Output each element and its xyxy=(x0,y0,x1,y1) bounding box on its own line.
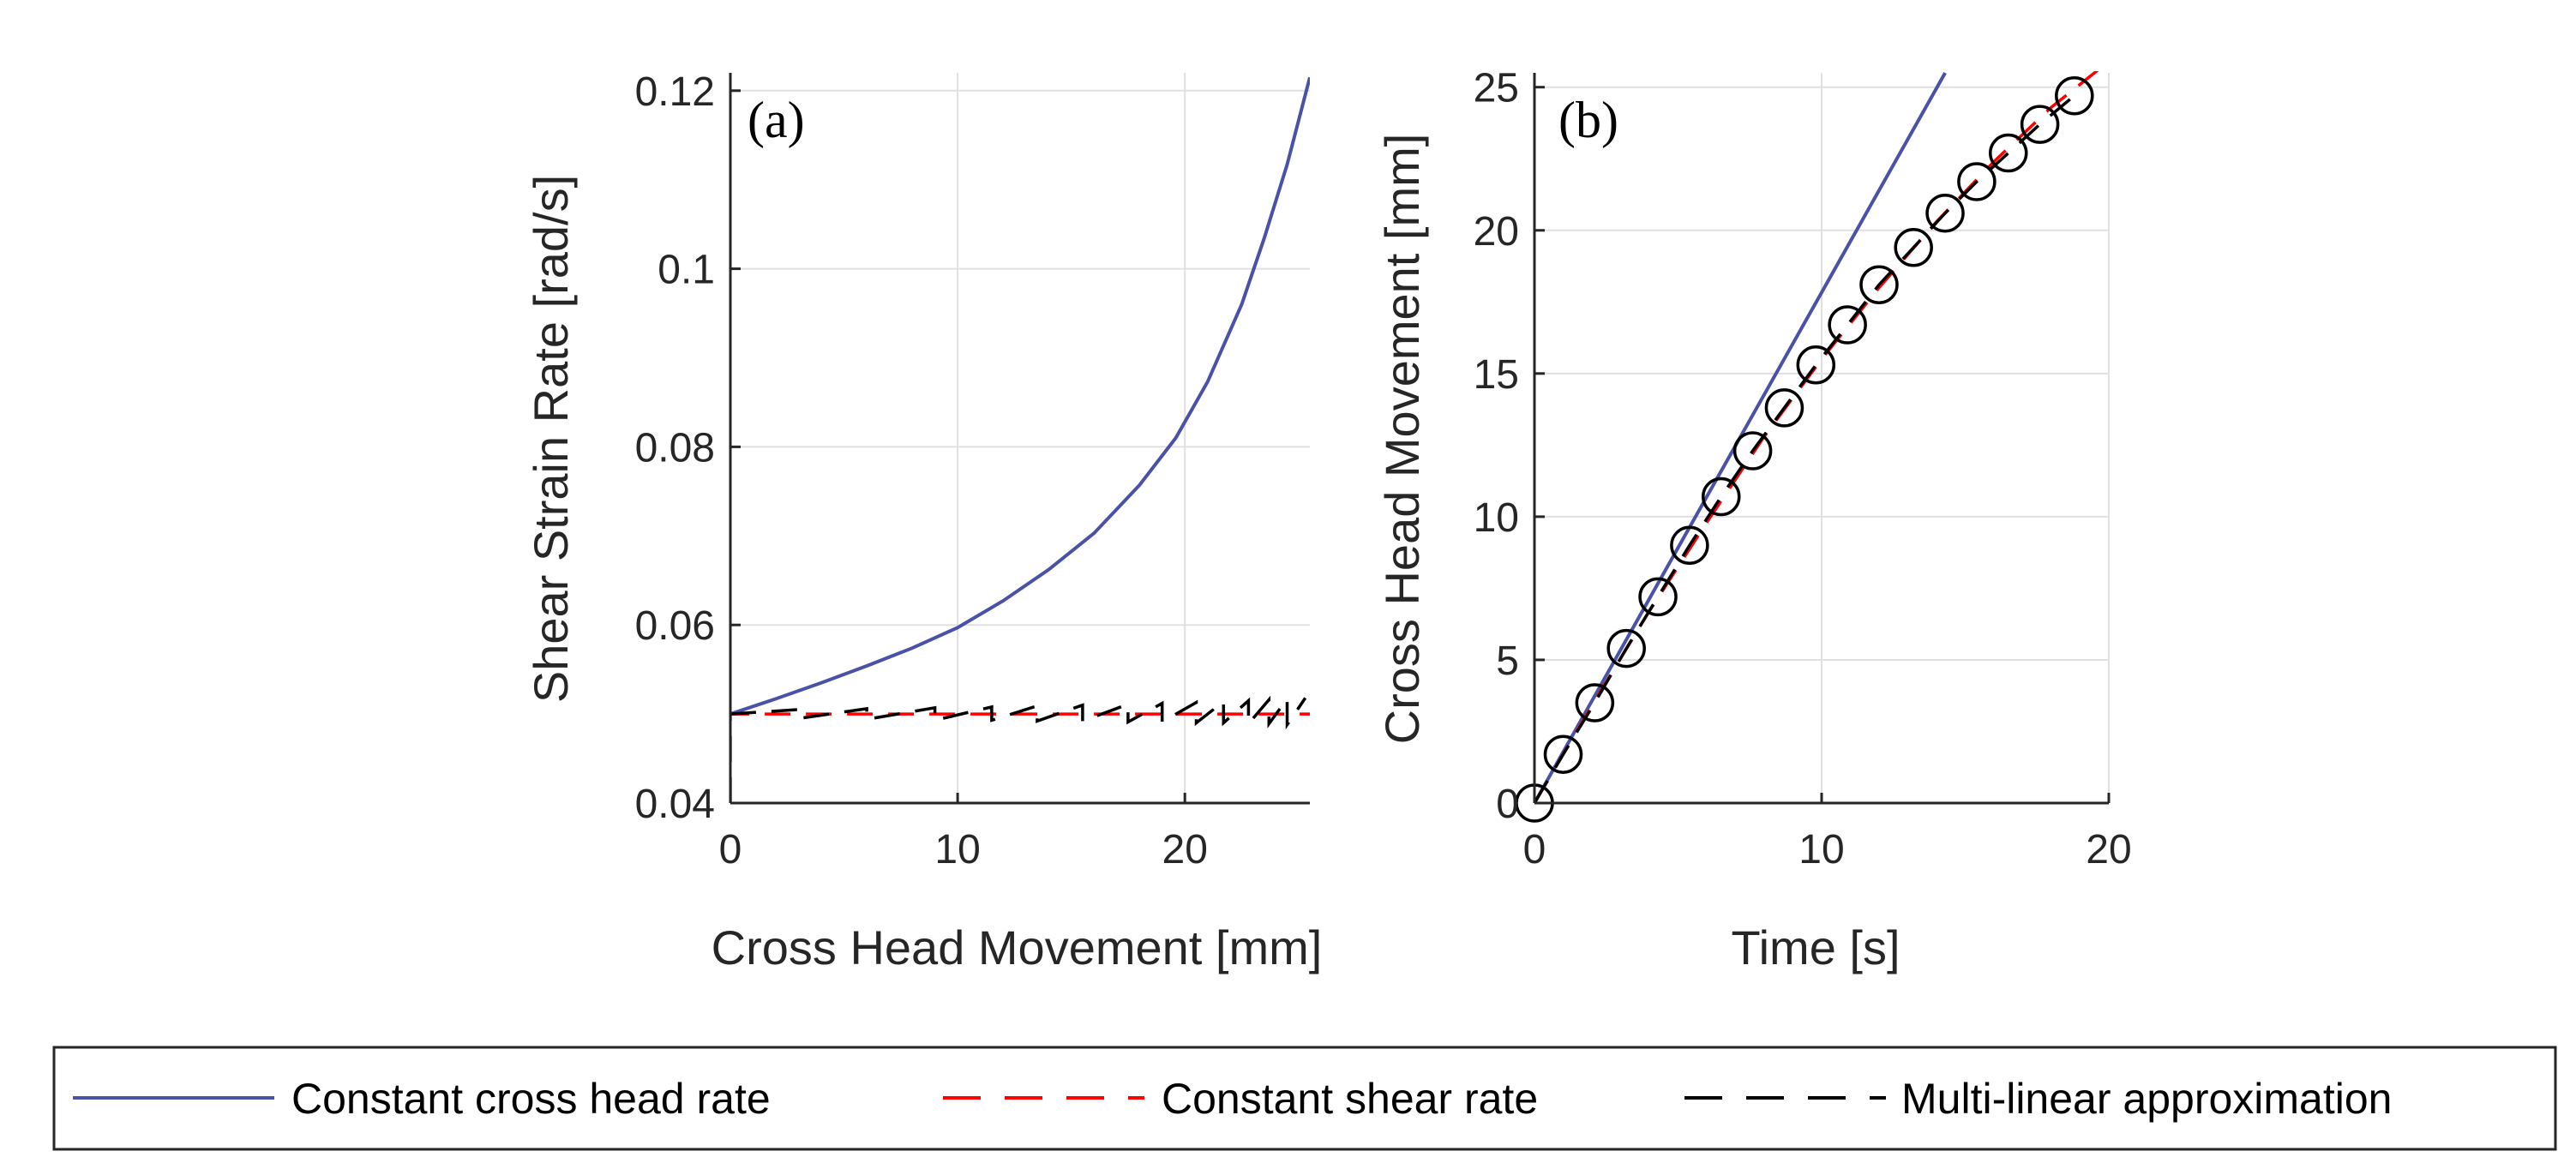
panel-a-x-axis-label: Cross Head Movement [mm] xyxy=(712,920,1323,974)
panel-b-series-multi-linear-line xyxy=(1534,94,2075,804)
panel-b-multi-linear-marker xyxy=(1989,133,2028,173)
panel-b-y-axis-label: Cross Head Movement [mm] xyxy=(1375,134,1429,745)
panel-a-series-multi-linear-line xyxy=(730,694,1307,730)
panel-b-multi-linear-marker xyxy=(1764,388,1804,428)
panel-a-axes xyxy=(729,73,1310,805)
panel-a-y-tick-label: 0.04 xyxy=(635,782,715,827)
panel-b-multi-linear-marker xyxy=(2055,75,2094,116)
panel-b-multi-linear-marker xyxy=(1606,628,1646,668)
panel-b-y-tick-label: 5 xyxy=(1496,638,1519,684)
panel-b-grid xyxy=(1534,73,2110,804)
panel-a-tick-labels: 0 10 20 0.04 0.06 0.08 0.1 0.12 xyxy=(635,69,1208,872)
panel-a-y-tick-label: 0.08 xyxy=(635,425,715,471)
panel-b-multi-linear-marker xyxy=(1796,345,1836,385)
panel-b-x-tick-label: 20 xyxy=(2086,827,2131,872)
panel-a-y-tick-label: 0.06 xyxy=(635,603,715,649)
panel-b-x-tick-label: 0 xyxy=(1523,827,1546,872)
panel-a-x-tick-label: 10 xyxy=(934,827,980,872)
panel-b-multi-linear-marker xyxy=(1957,162,1997,201)
legend-label-constant-cross-head: Constant cross head rate xyxy=(291,1075,771,1123)
panel-b-multi-linear-marker xyxy=(1859,265,1899,304)
panel-b-multi-linear-marker xyxy=(1702,477,1741,517)
panel-a-grid xyxy=(730,73,1310,804)
panel-b-x-tick-label: 10 xyxy=(1798,827,1844,872)
legend-label-constant-shear: Constant shear rate xyxy=(1162,1075,1538,1123)
panel-b-multi-linear-marker xyxy=(1670,525,1709,566)
panel-a-x-tick-label: 20 xyxy=(1162,827,1208,872)
panel-a-series-constant-cross-head-line xyxy=(730,76,1310,716)
panel-b-label: (b) xyxy=(1558,92,1618,148)
panel-b-y-tick-label: 15 xyxy=(1474,352,1519,398)
panel-a-series-constant-shear-line xyxy=(730,712,1310,803)
panel-a-y-tick-label: 0.1 xyxy=(658,248,715,293)
legend-label-multi-linear: Multi-linear approximation xyxy=(1901,1075,2392,1123)
panel-b-x-axis-label: Time [s] xyxy=(1731,920,1900,974)
panel-b-multi-linear-marker xyxy=(1543,734,1583,774)
panel-b-y-tick-label: 20 xyxy=(1474,209,1519,255)
panel-b-multi-linear-marker xyxy=(1828,305,1867,345)
panel-b-multi-linear-marker xyxy=(1575,683,1615,722)
panel-a-x-tick-label: 0 xyxy=(719,827,742,872)
panel-a: 0 10 20 0.04 0.06 0.08 0.1 0.12 (a) Cross Head … xyxy=(524,69,1322,974)
panel-b-y-tick-label: 10 xyxy=(1474,495,1519,541)
panel-b-multi-linear-marker xyxy=(1894,228,1933,267)
panel-a-y-axis-label: Shear Strain Rate [rad/s] xyxy=(524,175,578,703)
panel-b-tick-labels: 0 10 20 0 5 10 15 20 25 xyxy=(1474,66,2132,872)
panel-b-axes xyxy=(1533,73,2111,805)
panel-b-y-tick-label: 25 xyxy=(1474,66,1519,111)
legend-box xyxy=(52,1046,2557,1151)
panel-a-series xyxy=(730,76,1310,803)
panel-b-series xyxy=(1515,71,2099,823)
panel-a-label: (a) xyxy=(748,92,805,148)
legend: Constant cross head rate Constant shear … xyxy=(52,1046,2557,1151)
panel-b-multi-linear-marker xyxy=(1732,431,1773,471)
panel-b-y-tick-label: 0 xyxy=(1496,782,1519,827)
panel-b: 0 10 20 0 5 10 15 20 25 (b) Time [s] Cross Head … xyxy=(1375,66,2132,974)
panel-b-multi-linear-marker xyxy=(1925,193,1965,233)
panel-b-multi-linear-marker xyxy=(2020,105,2060,144)
panel-a-y-tick-label: 0.12 xyxy=(635,69,715,115)
panel-b-multi-linear-marker xyxy=(1638,577,1678,617)
